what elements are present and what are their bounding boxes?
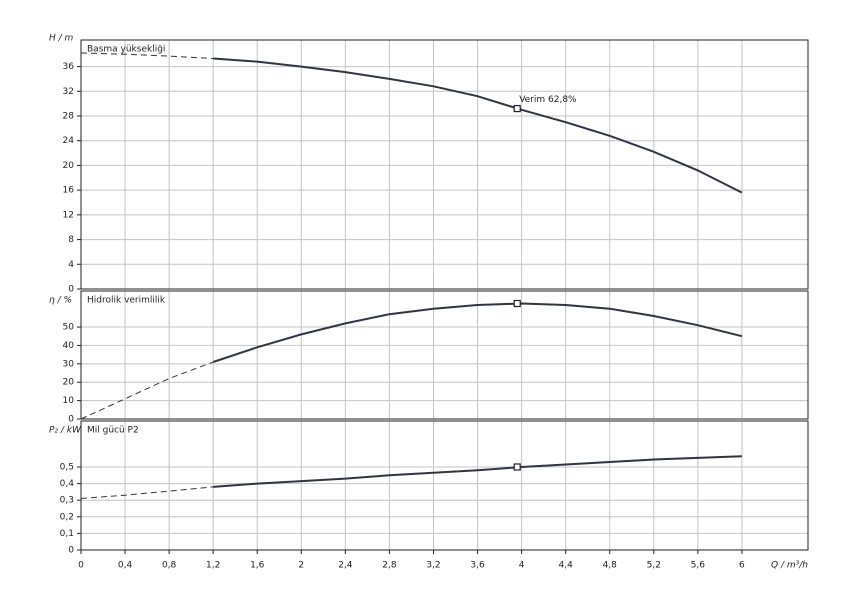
y-tick-label: 4 [68,260,74,270]
y-axis-label: H / m [49,34,74,44]
x-tick-label: 5,6 [691,561,706,571]
y-tick-label: 30 [63,359,75,369]
x-tick-label: 5,2 [647,561,661,571]
plot-frame [80,290,809,420]
x-tick-label: 2 [298,561,304,571]
y-axis-label: P₂ / kW [49,426,82,436]
y-tick-label: 8 [68,235,74,245]
y-tick-label: 0,5 [60,462,74,472]
x-tick-label: 1,6 [250,561,265,571]
x-tick-label: 3,2 [426,561,440,571]
y-tick-label: 0 [68,546,74,556]
y-tick-label: 16 [63,186,75,196]
y-tick-label: 20 [63,161,75,171]
x-tick-label: 2,4 [338,561,353,571]
curve [213,455,742,488]
y-tick-label: 40 [63,341,75,351]
x-tick-label: 4,8 [603,561,618,571]
y-tick-label: 20 [63,378,75,388]
y-tick-label: 28 [63,111,75,121]
x-tick-label: 2,8 [382,561,397,571]
x-tick-label: 0,4 [118,561,133,571]
annotation: Verim 62,8% [519,95,577,105]
operating-point [513,463,521,471]
operating-point [513,104,521,113]
x-tick-label: 0,8 [162,561,177,571]
y-tick-label: 0 [68,285,74,295]
panel-title: Basma yüksekliği [87,45,165,55]
plot-frame [80,420,809,551]
panel-title: Hidrolik verimlilik [87,296,166,306]
panel-title: Mil gücü P2 [87,426,139,436]
y-axis-label: η / % [49,296,72,306]
curve [212,302,743,363]
y-tick-label: 50 [63,323,75,333]
y-tick-label: 0,3 [60,496,74,506]
x-tick-label: 6 [739,561,745,571]
plot-frame [80,39,809,290]
x-tick-label: 4,4 [559,561,574,571]
y-tick-label: 0 [68,415,74,425]
y-tick-label: 0,2 [60,512,74,522]
curve [80,361,214,420]
y-tick-label: 0,1 [60,529,74,539]
x-tick-label: 0 [78,561,84,571]
y-tick-label: 32 [63,87,74,97]
curve [80,52,214,59]
y-tick-label: 36 [63,62,75,72]
x-tick-label: 3,6 [470,561,485,571]
y-tick-label: 10 [63,396,75,406]
x-tick-label: 1,2 [206,561,220,571]
x-tick-label: 4 [519,561,525,571]
operating-point [513,299,521,308]
y-tick-label: 24 [63,136,75,146]
y-tick-label: 0,4 [60,479,75,489]
y-tick-label: 12 [63,210,74,220]
curve [213,57,743,194]
x-axis-label: Q / m³/h [771,561,808,571]
curve [80,486,214,499]
